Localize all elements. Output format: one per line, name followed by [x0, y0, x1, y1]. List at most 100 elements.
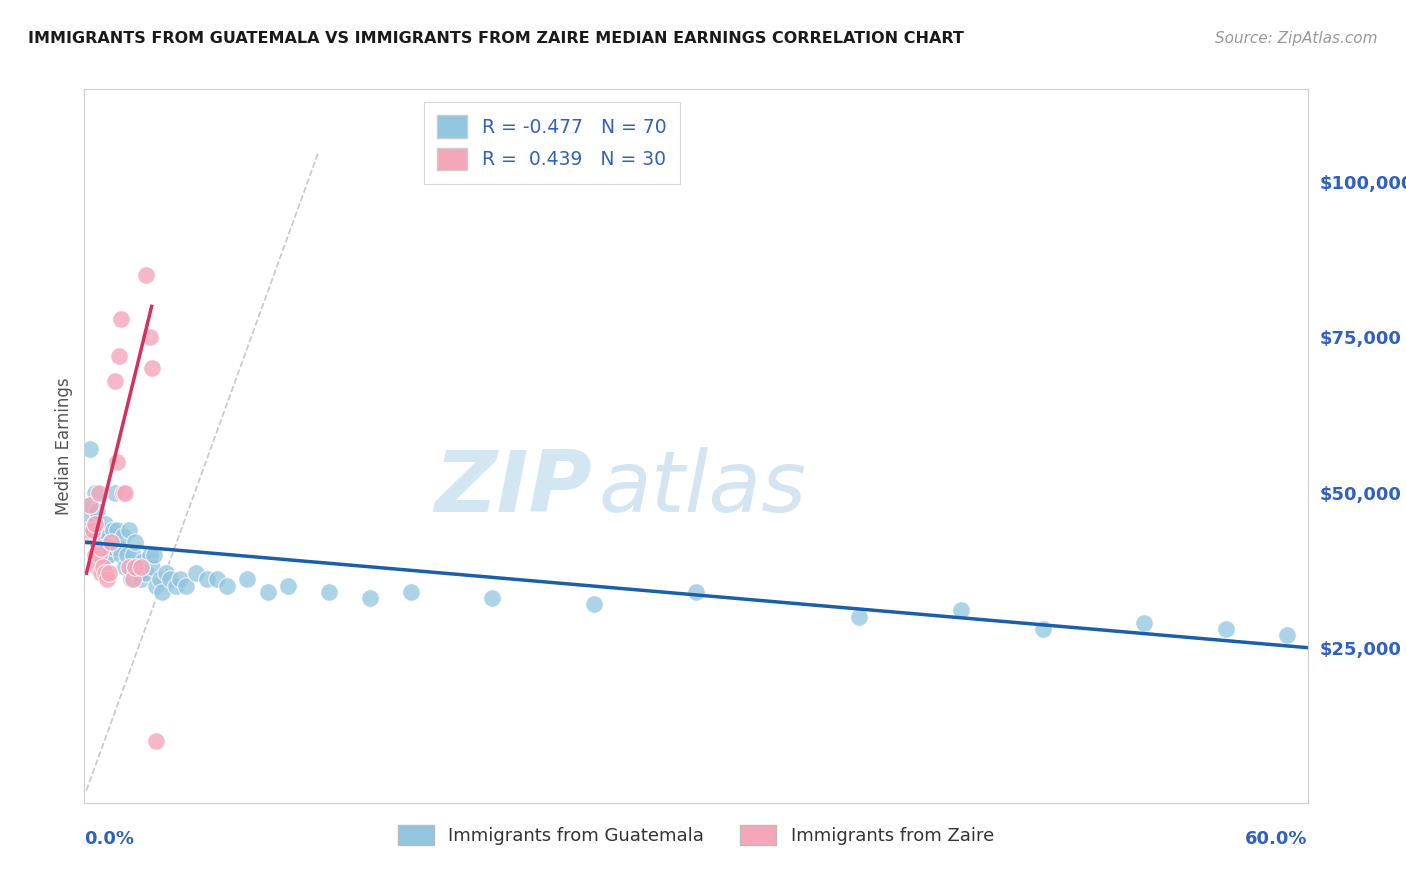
Point [1133, 615, 1156, 630]
Point [277, 579, 299, 593]
Point [100, 535, 122, 549]
Point [91, 560, 114, 574]
Point [79, 442, 101, 456]
Point [101, 523, 124, 537]
Point [105, 454, 128, 468]
Point [100, 535, 122, 549]
Point [135, 268, 157, 283]
Point [87, 529, 110, 543]
Point [82, 523, 104, 537]
Point [96, 548, 118, 562]
Point [77, 523, 100, 537]
Point [236, 573, 259, 587]
Point [138, 548, 160, 562]
Text: ZIP: ZIP [434, 447, 592, 531]
Point [124, 535, 146, 549]
Point [150, 584, 173, 599]
Point [128, 566, 150, 581]
Point [195, 573, 218, 587]
Point [87, 523, 110, 537]
Y-axis label: Median Earnings: Median Earnings [55, 377, 73, 515]
Point [318, 584, 340, 599]
Point [93, 516, 117, 531]
Point [205, 573, 228, 587]
Point [91, 529, 114, 543]
Point [135, 566, 157, 581]
Point [131, 573, 153, 587]
Point [257, 584, 280, 599]
Point [83, 516, 105, 531]
Text: IMMIGRANTS FROM GUATEMALA VS IMMIGRANTS FROM ZAIRE MEDIAN EARNINGS CORRELATION C: IMMIGRANTS FROM GUATEMALA VS IMMIGRANTS … [28, 31, 965, 46]
Point [169, 573, 191, 587]
Point [115, 548, 138, 562]
Point [159, 573, 181, 587]
Point [122, 573, 145, 587]
Point [91, 548, 114, 562]
Point [176, 579, 198, 593]
Point [124, 560, 146, 574]
Point [104, 541, 127, 556]
Point [685, 584, 707, 599]
Text: 60.0%: 60.0% [1246, 830, 1308, 848]
Point [104, 374, 127, 388]
Point [112, 529, 135, 543]
Point [481, 591, 503, 605]
Point [83, 485, 105, 500]
Point [82, 529, 104, 543]
Legend: R = -0.477   N = 70, R =  0.439   N = 30: R = -0.477 N = 70, R = 0.439 N = 30 [425, 103, 681, 184]
Point [108, 349, 131, 363]
Point [86, 560, 108, 574]
Point [79, 498, 101, 512]
Point [90, 541, 112, 556]
Point [112, 485, 135, 500]
Point [110, 548, 132, 562]
Point [131, 560, 153, 574]
Point [86, 504, 108, 518]
Point [97, 566, 120, 581]
Point [97, 548, 120, 562]
Point [114, 560, 136, 574]
Point [165, 579, 187, 593]
Point [114, 485, 136, 500]
Point [77, 510, 100, 524]
Point [96, 541, 118, 556]
Point [93, 535, 117, 549]
Point [138, 330, 160, 344]
Point [90, 566, 112, 581]
Point [145, 733, 167, 747]
Point [132, 554, 155, 568]
Point [155, 566, 177, 581]
Point [86, 535, 108, 549]
Point [142, 548, 165, 562]
Point [950, 603, 973, 617]
Point [82, 523, 104, 537]
Point [1032, 622, 1054, 636]
Point [118, 523, 141, 537]
Point [118, 560, 141, 574]
Point [105, 523, 128, 537]
Point [96, 573, 118, 587]
Point [104, 485, 127, 500]
Point [217, 579, 239, 593]
Point [122, 548, 145, 562]
Point [110, 311, 132, 326]
Point [108, 541, 131, 556]
Point [87, 548, 110, 562]
Point [359, 591, 381, 605]
Point [93, 566, 117, 581]
Point [83, 516, 105, 531]
Point [141, 361, 163, 376]
Point [145, 579, 167, 593]
Point [583, 597, 606, 611]
Point [848, 609, 870, 624]
Point [75, 529, 97, 543]
Point [97, 529, 120, 543]
Point [1277, 628, 1299, 642]
Point [1215, 622, 1237, 636]
Point [79, 498, 101, 512]
Point [120, 573, 142, 587]
Text: atlas: atlas [598, 447, 806, 531]
Text: 0.0%: 0.0% [84, 830, 135, 848]
Point [90, 541, 112, 556]
Point [87, 485, 110, 500]
